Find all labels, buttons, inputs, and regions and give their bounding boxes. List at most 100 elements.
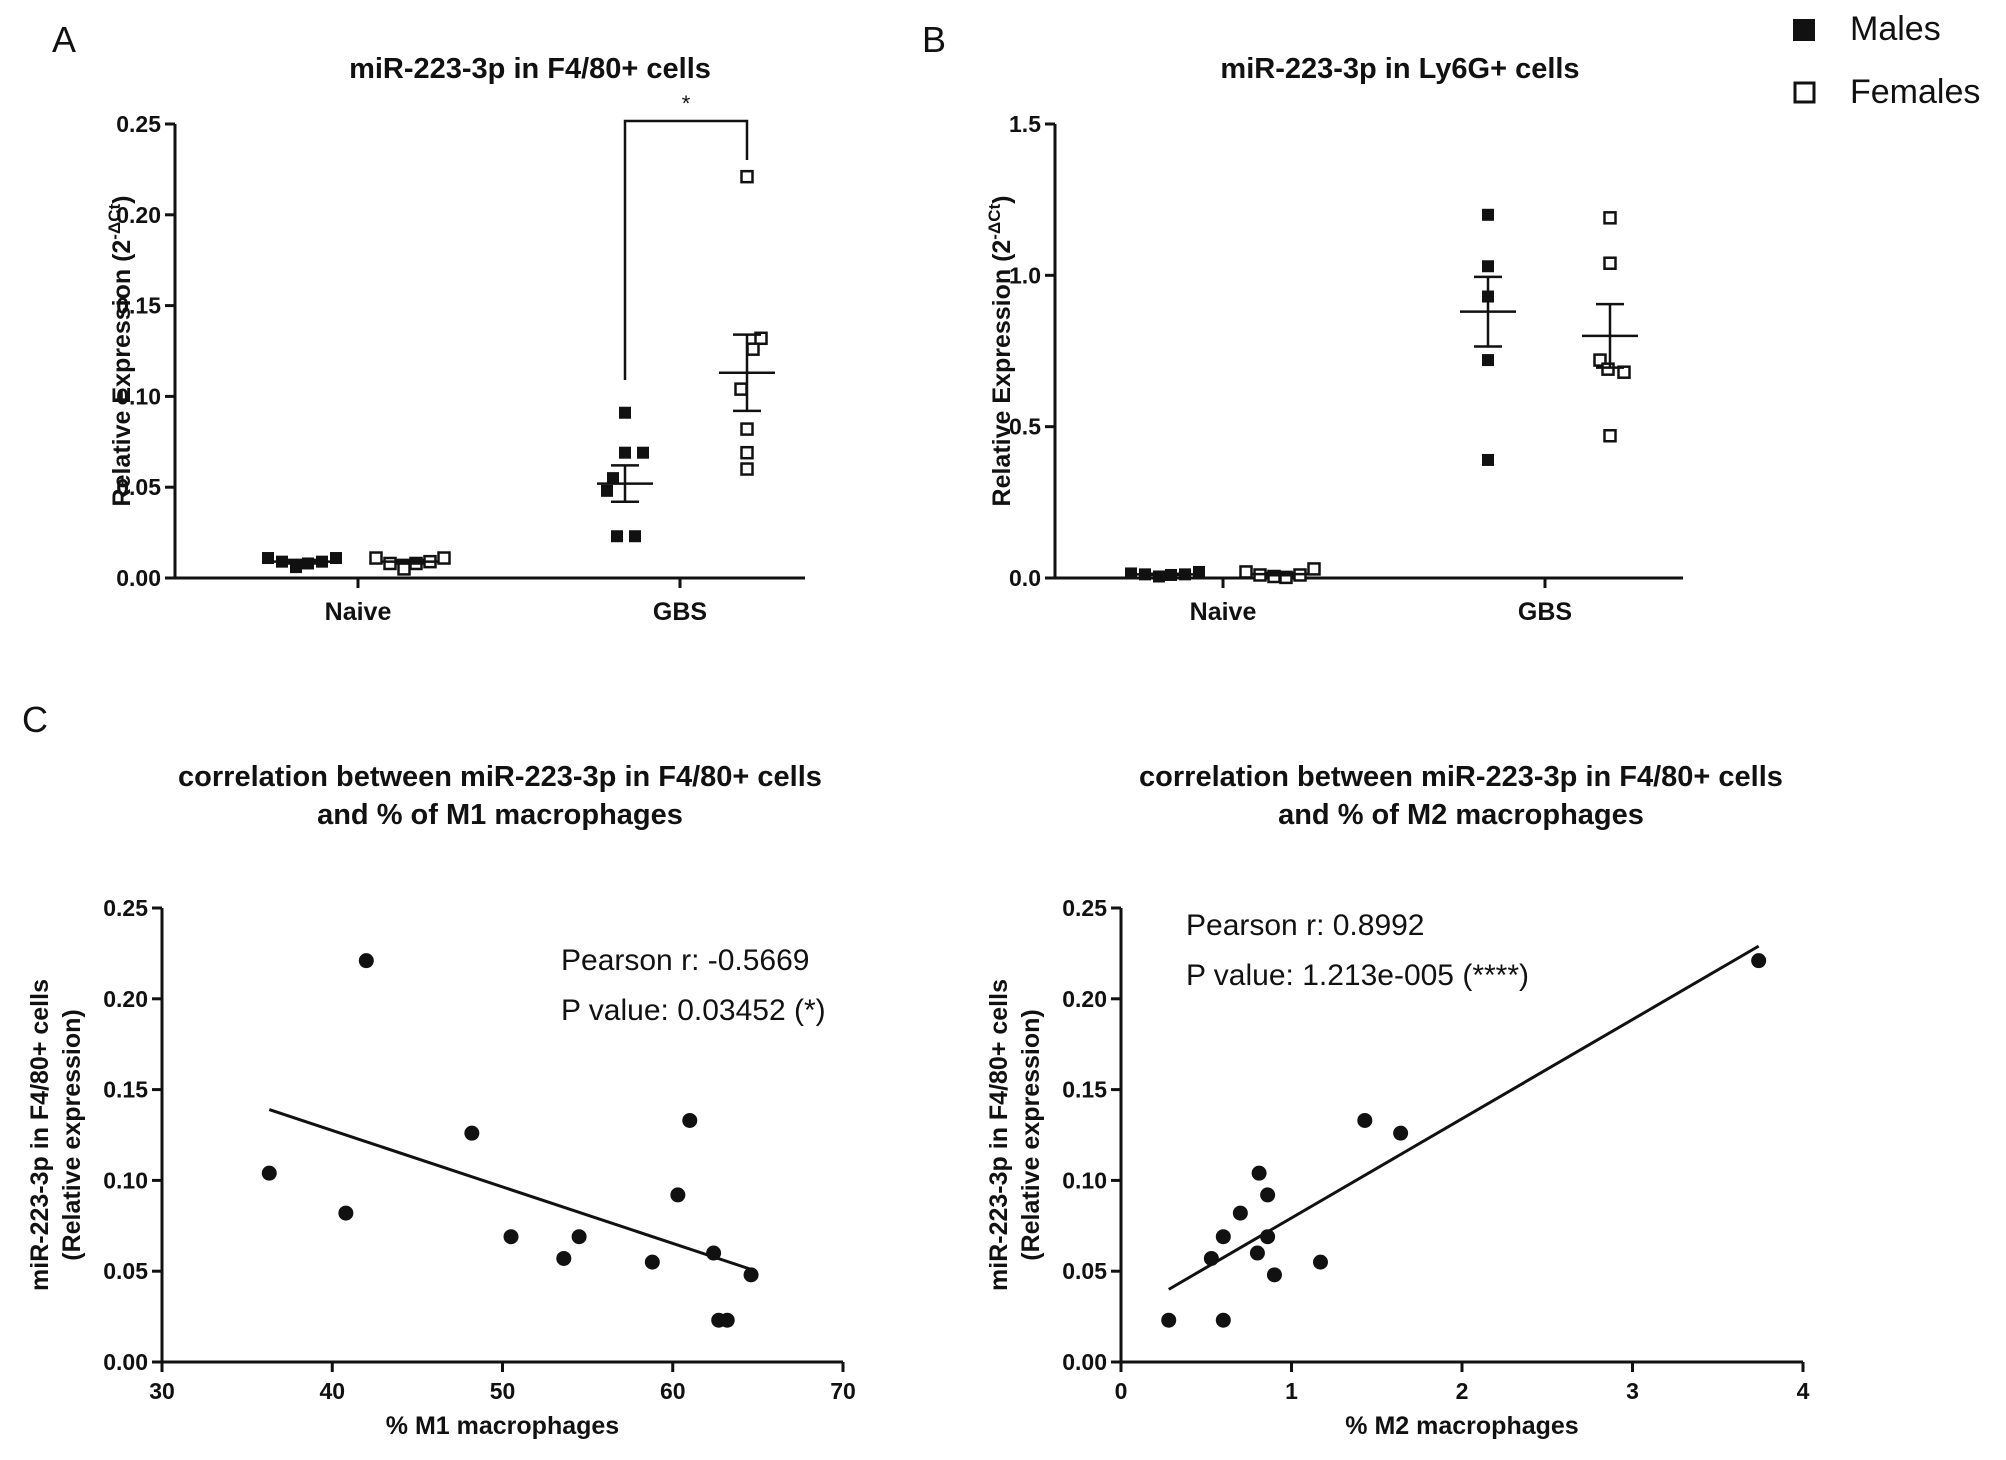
panel-c-m2-x-tick-label: 0 — [1115, 1378, 1128, 1404]
panel-c-m1-point — [706, 1245, 722, 1261]
panel-a-point-females — [740, 462, 754, 476]
panel-c-m1-point — [556, 1250, 572, 1266]
panel-c-m1-y-tick-label: 0.10 — [103, 1167, 148, 1193]
panel-a-point-males — [262, 552, 274, 565]
panel-b-point-females — [1603, 256, 1617, 270]
panel-c-m1-y-tick-label: 0.25 — [103, 895, 148, 921]
panel-c-m1-point — [464, 1125, 480, 1141]
panel-b-y-label-main: Relative Expression (2 — [988, 240, 1016, 507]
panel-c-m1-point — [571, 1229, 587, 1245]
panel-a-y-tick-label: 0.15 — [116, 293, 161, 319]
panel-c-m1-x-tick-label: 60 — [660, 1378, 686, 1404]
panel-a-y-axis-label: Relative Expression (2-ΔCt) — [105, 196, 136, 507]
panel-c-m2-y-tick-label: 0.20 — [1062, 986, 1107, 1012]
panel-a-y-label-main: Relative Expression (2 — [108, 240, 136, 507]
panel-c-m2-point — [1251, 1165, 1267, 1181]
panel-c-m2-regression-line — [1167, 944, 1760, 1291]
panel-a-y-label-sup: -ΔCt — [105, 204, 124, 240]
panel-a-point-females — [754, 331, 768, 346]
panel-c-m1-y-tick-label: 0.20 — [103, 986, 148, 1012]
panel-a-category-label: Naive — [325, 598, 392, 626]
panel-b-y-tick-label: 1.5 — [1009, 111, 1041, 137]
panel-c-m1-point — [503, 1229, 519, 1245]
panel-c-m2-chart: correlation between miR-223-3p in F4/80+… — [985, 761, 1810, 1440]
legend-females-label: Females — [1850, 73, 1980, 111]
panel-c-m1-x-tick-label: 50 — [490, 1378, 516, 1404]
panel-letter-b: B — [922, 19, 946, 60]
panel-c-m2-y-tick-label: 0.10 — [1062, 1167, 1107, 1193]
panel-c-m1-point — [644, 1254, 660, 1270]
panel-letter-a: A — [52, 19, 76, 60]
panel-a-point-females — [369, 551, 383, 565]
panel-c-m1-point — [261, 1165, 277, 1181]
panel-b-y-label-close: ) — [988, 196, 1016, 204]
panel-c-m2-title-line1: correlation between miR-223-3p in F4/80+… — [1139, 761, 1783, 793]
legend-females-marker — [1793, 81, 1816, 104]
panel-c-m2-point — [1260, 1229, 1276, 1245]
panel-a-point-females — [397, 562, 411, 576]
panel-b-category-label: Naive — [1190, 598, 1257, 626]
panel-b-point-females — [1593, 353, 1607, 367]
panel-c-m2-title-line2: and % of M2 macrophages — [1278, 799, 1644, 831]
panel-a-point-males — [601, 484, 613, 497]
panel-c-m2-y-tick-label: 0.15 — [1062, 1077, 1107, 1103]
panel-a-y-label-close: ) — [108, 196, 136, 204]
panel-c-m2-x-tick-label: 1 — [1285, 1378, 1298, 1404]
panel-c-m2-point — [1215, 1312, 1231, 1328]
panel-a-title: miR-223-3p in F4/80+ cells — [349, 53, 711, 85]
panel-c-m1-x-tick-label: 30 — [149, 1378, 175, 1404]
panel-b-point-males — [1482, 354, 1494, 367]
panel-a-y-tick-label: 0.00 — [116, 565, 161, 591]
panel-a-chart: miR-223-3p in F4/80+ cells 0.00 0.05 0.10 0.… — [105, 53, 805, 626]
legend-males-label: Males — [1850, 10, 1941, 48]
panel-c-m2-point — [1232, 1205, 1248, 1221]
panel-c-m1-y-tick-label: 0.00 — [103, 1349, 148, 1375]
panel-b-y-tick-label: 0.0 — [1009, 565, 1041, 591]
panel-b-point-females — [1603, 211, 1617, 225]
panel-a-point-females — [740, 169, 754, 184]
panel-a-point-females — [383, 556, 397, 571]
panel-c-m2-x-axis-label: % M2 macrophages — [1345, 1412, 1578, 1440]
panel-a-y-tick-label: 0.05 — [116, 474, 161, 500]
panel-c-m2-x-tick-label: 4 — [1797, 1378, 1810, 1404]
panel-c-m2-point — [1203, 1250, 1219, 1266]
panel-c-m1-title-line2: and % of M1 macrophages — [317, 799, 683, 831]
panel-c-m1-regression-line — [268, 1108, 752, 1271]
panel-a-point-females — [734, 382, 748, 396]
panel-a-point-males — [629, 530, 641, 543]
panel-c-m2-x-tick-label: 2 — [1456, 1378, 1469, 1404]
panel-b-point-females — [1601, 362, 1615, 376]
panel-c-m1-pearson-r: Pearson r: -0.5669 — [561, 944, 809, 977]
panel-c-m2-y-tick-label: 0.05 — [1062, 1258, 1107, 1284]
panel-c-m1-chart: correlation between miR-223-3p in F4/80+… — [26, 761, 856, 1440]
panel-c-m1-point — [670, 1187, 686, 1203]
panel-c-m1-x-tick-label: 40 — [319, 1378, 345, 1404]
panel-b-y-label-sup: -ΔCt — [985, 204, 1004, 240]
panel-c-m1-y-axis-label-line1: miR-223-3p in F4/80+ cells — [26, 979, 54, 1291]
panel-c-m2-x-tick-label: 3 — [1626, 1378, 1639, 1404]
panel-a-point-females — [740, 445, 754, 460]
panel-c-m2-y-tick-label: 0.00 — [1062, 1349, 1107, 1375]
panel-c-m2-point — [1751, 953, 1767, 969]
panel-a-point-males — [611, 530, 623, 543]
panel-a-point-females — [746, 342, 760, 356]
panel-b-point-males — [1482, 208, 1494, 221]
panel-a-point-males — [607, 472, 619, 485]
panel-c-m1-y-tick-label: 0.05 — [103, 1258, 148, 1284]
panel-a-point-males — [637, 446, 649, 459]
panel-c-m2-point — [1393, 1125, 1409, 1141]
panel-c-m1-x-tick-label: 70 — [830, 1378, 856, 1404]
panel-c-m2-y-axis-label-line2: (Relative expression) — [1017, 1009, 1045, 1261]
panel-c-m2-y-tick-label: 0.25 — [1062, 895, 1107, 921]
panel-a-point-males — [330, 552, 342, 565]
panel-a-significance-bracket — [623, 119, 749, 380]
panel-c-m1-y-axis-label-line2: (Relative expression) — [58, 1009, 86, 1261]
panel-b-point-males — [1153, 570, 1165, 583]
panel-c-m2-point — [1312, 1254, 1328, 1270]
panel-c-m2-point — [1249, 1245, 1265, 1261]
panel-a-point-males — [619, 446, 631, 459]
panel-letter-c: C — [22, 699, 48, 740]
panel-c-m2-point — [1357, 1112, 1373, 1128]
panel-b-y-tick-label: 1.0 — [1009, 262, 1041, 288]
panel-b-point-males — [1482, 260, 1494, 273]
